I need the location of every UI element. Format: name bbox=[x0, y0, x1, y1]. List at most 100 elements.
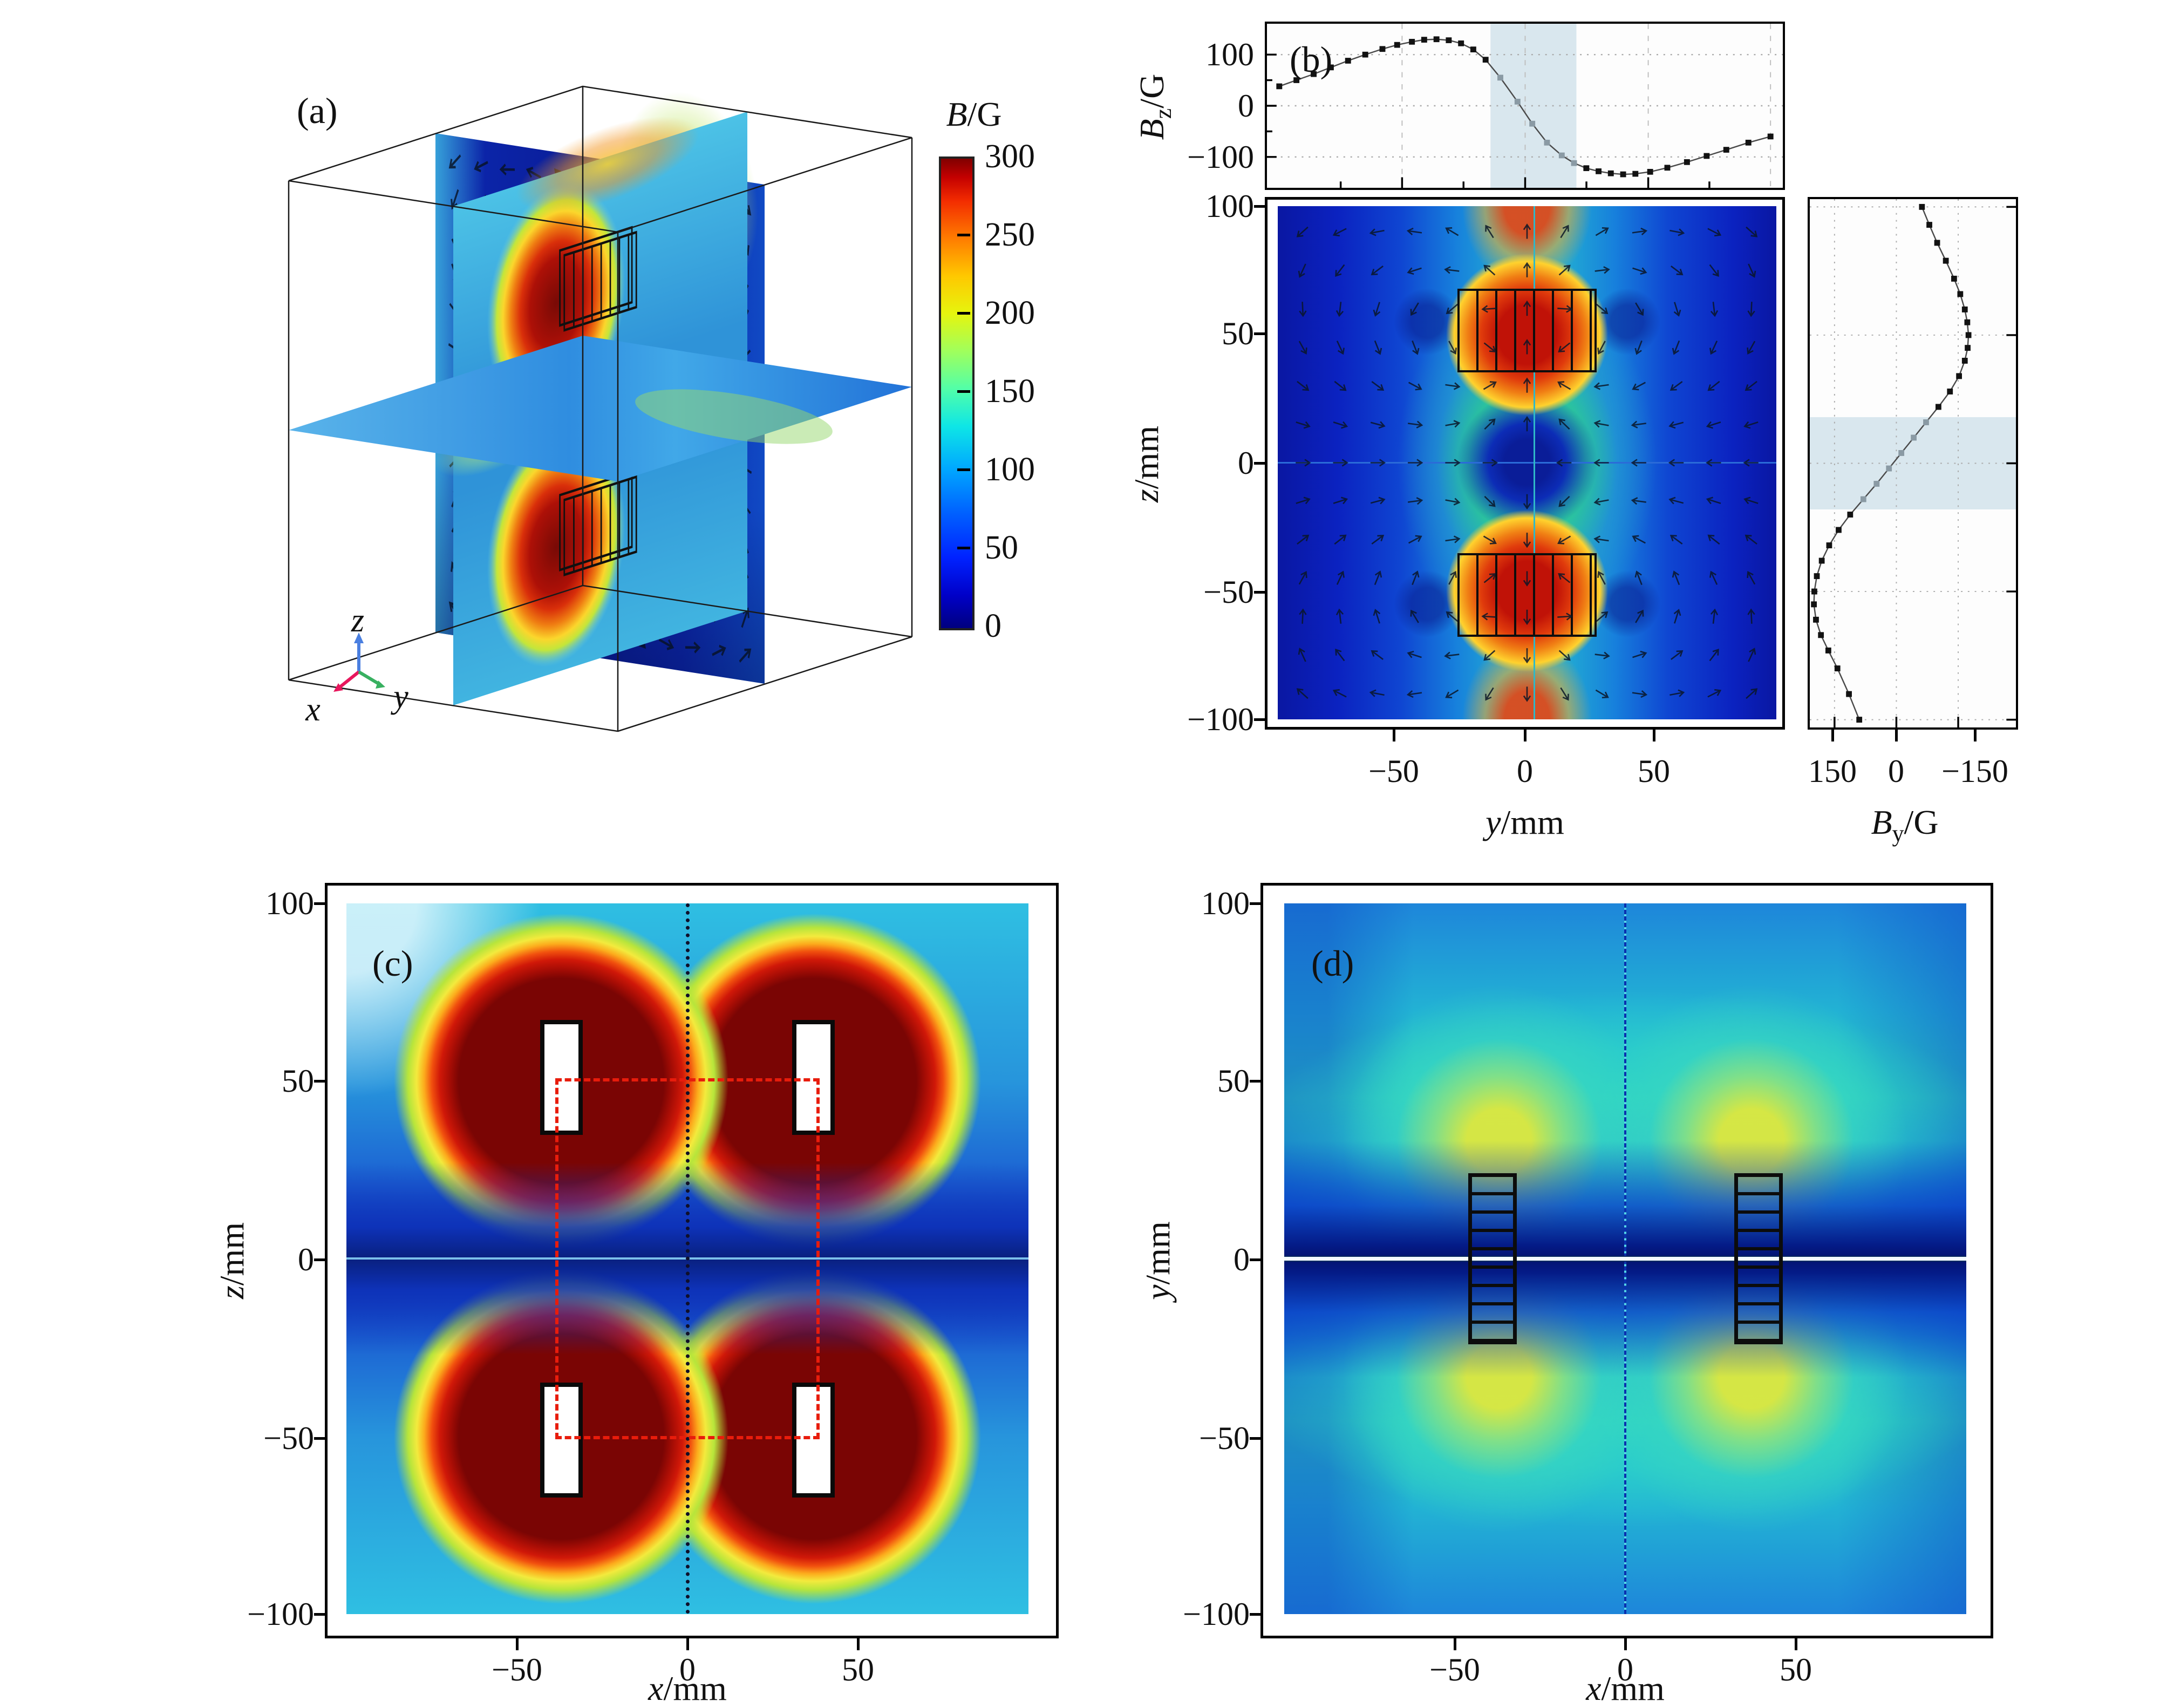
bz-data-point bbox=[1497, 74, 1503, 81]
field-arrow bbox=[1558, 573, 1571, 583]
bz-data-point bbox=[1745, 139, 1752, 146]
by-data-point bbox=[1860, 496, 1866, 502]
field-arrow bbox=[1706, 459, 1721, 467]
field-arrow bbox=[1709, 570, 1718, 585]
by-data-point bbox=[1936, 404, 1941, 410]
field-arrow bbox=[1297, 380, 1310, 391]
by-data-point bbox=[1951, 275, 1957, 282]
ladder-coil bbox=[1734, 1173, 1783, 1344]
field-arrow bbox=[1743, 421, 1759, 429]
field-arrow bbox=[1373, 302, 1381, 317]
triad-y-label: y bbox=[393, 678, 408, 715]
field-arrow bbox=[1634, 570, 1643, 586]
field-arrow bbox=[1298, 341, 1307, 355]
b-main-ytick: 100 bbox=[1205, 188, 1254, 224]
field-arrow bbox=[1334, 380, 1347, 391]
d-ylabel: y/mm bbox=[1139, 1221, 1177, 1300]
colorbar-tick-label: 100 bbox=[985, 451, 1035, 488]
field-arrow bbox=[1370, 421, 1386, 429]
bz-data-point bbox=[1362, 51, 1368, 58]
field-arrow bbox=[1558, 418, 1570, 430]
b-main-tick bbox=[1524, 730, 1527, 741]
by-data-point bbox=[1818, 557, 1825, 564]
field-arrow bbox=[1523, 533, 1531, 548]
bz-data-point bbox=[1767, 133, 1774, 140]
bz-data-point bbox=[1596, 168, 1602, 174]
by-data-point bbox=[1814, 573, 1820, 580]
bz-data-point bbox=[1379, 46, 1386, 52]
field-arrow bbox=[1523, 494, 1531, 510]
field-arrow bbox=[1710, 302, 1719, 317]
field-arrow bbox=[1374, 570, 1382, 586]
field-arrow bbox=[1412, 340, 1420, 355]
field-arrow bbox=[1448, 341, 1457, 355]
d-xtick: 0 bbox=[1617, 1652, 1633, 1687]
d-tick bbox=[1250, 902, 1260, 905]
field-arrow bbox=[1296, 496, 1311, 505]
field-arrow bbox=[1671, 266, 1684, 276]
field-arrow bbox=[1593, 459, 1609, 467]
field-arrow bbox=[1370, 459, 1386, 467]
field-arrow bbox=[685, 641, 701, 654]
field-arrow bbox=[1448, 570, 1457, 585]
field-arrow bbox=[1673, 609, 1681, 624]
panel-c-label: (c) bbox=[372, 943, 413, 984]
bz-data-point bbox=[1327, 64, 1334, 71]
b-main-xlabel: y/mm bbox=[1485, 803, 1564, 841]
by-data-point bbox=[1811, 588, 1817, 595]
field-arrow bbox=[1523, 416, 1531, 432]
by-data-point bbox=[1957, 291, 1964, 297]
b-main-ylabel: z/mm bbox=[1127, 425, 1166, 503]
field-arrow bbox=[1634, 340, 1643, 355]
field-arrow bbox=[1709, 264, 1719, 277]
field-arrow bbox=[1635, 302, 1644, 316]
bz-data-point bbox=[1394, 42, 1400, 48]
field-arrow bbox=[1336, 341, 1345, 355]
field-arrow bbox=[1631, 497, 1646, 505]
field-arrow bbox=[1333, 421, 1348, 429]
field-arrow bbox=[1597, 341, 1606, 355]
field-arrow bbox=[1408, 459, 1423, 467]
b-main-tick bbox=[1254, 332, 1265, 335]
field-arrow bbox=[1485, 687, 1494, 701]
colorbar-tick-label: 50 bbox=[985, 529, 1018, 566]
field-arrow bbox=[1410, 609, 1419, 623]
field-arrow bbox=[1747, 608, 1755, 624]
field-arrow bbox=[1483, 650, 1496, 661]
field-arrow bbox=[1557, 305, 1573, 313]
field-arrow bbox=[1632, 650, 1647, 658]
field-arrow bbox=[1557, 535, 1571, 545]
capture-band bbox=[1490, 24, 1577, 188]
field-arrow bbox=[1333, 496, 1348, 505]
field-arrow bbox=[659, 638, 674, 651]
b-top-ytick: 0 bbox=[1238, 88, 1254, 124]
bz-data-point bbox=[1311, 71, 1317, 77]
field-arrow bbox=[1746, 688, 1758, 699]
field-arrow bbox=[1707, 534, 1720, 545]
b-main-xtick: −50 bbox=[1368, 753, 1419, 789]
bz-data-point bbox=[1482, 57, 1489, 63]
panel-a-label: (a) bbox=[297, 90, 338, 131]
field-arrow bbox=[474, 161, 488, 173]
field-arrow bbox=[1668, 459, 1684, 467]
field-arrow bbox=[1445, 689, 1459, 698]
field-arrow bbox=[1746, 226, 1758, 237]
b-main-ytick: 50 bbox=[1222, 316, 1254, 351]
bz-data-point bbox=[1409, 39, 1415, 45]
by-data-point bbox=[1943, 257, 1949, 264]
field-arrow bbox=[1523, 377, 1531, 393]
field-arrow bbox=[1671, 650, 1684, 660]
field-arrow bbox=[1408, 420, 1423, 428]
field-arrow bbox=[1481, 613, 1497, 621]
b-main-tick bbox=[1254, 718, 1265, 721]
bz-data-point bbox=[1276, 83, 1283, 90]
by-data-point bbox=[1965, 345, 1971, 351]
field-arrow bbox=[1296, 226, 1309, 237]
field-arrow bbox=[1332, 689, 1347, 698]
c-ytick: 50 bbox=[282, 1063, 314, 1099]
d-xtick: −50 bbox=[1429, 1652, 1480, 1687]
coil-core bbox=[540, 1383, 583, 1498]
b-main-heatmap bbox=[1278, 206, 1776, 719]
field-arrow bbox=[1298, 648, 1306, 662]
field-arrow bbox=[1557, 613, 1573, 621]
